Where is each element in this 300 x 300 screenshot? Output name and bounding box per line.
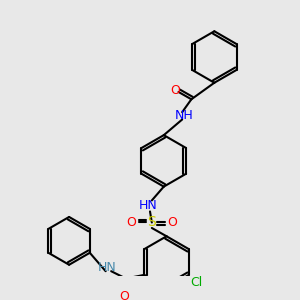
Text: O: O (127, 216, 136, 229)
Text: Cl: Cl (190, 276, 202, 289)
Text: O: O (119, 290, 129, 300)
Text: HN: HN (139, 199, 158, 212)
Text: NH: NH (175, 109, 194, 122)
Text: O: O (170, 84, 180, 97)
Text: HN: HN (98, 261, 117, 274)
Text: O: O (167, 216, 177, 229)
Text: S: S (148, 215, 156, 230)
